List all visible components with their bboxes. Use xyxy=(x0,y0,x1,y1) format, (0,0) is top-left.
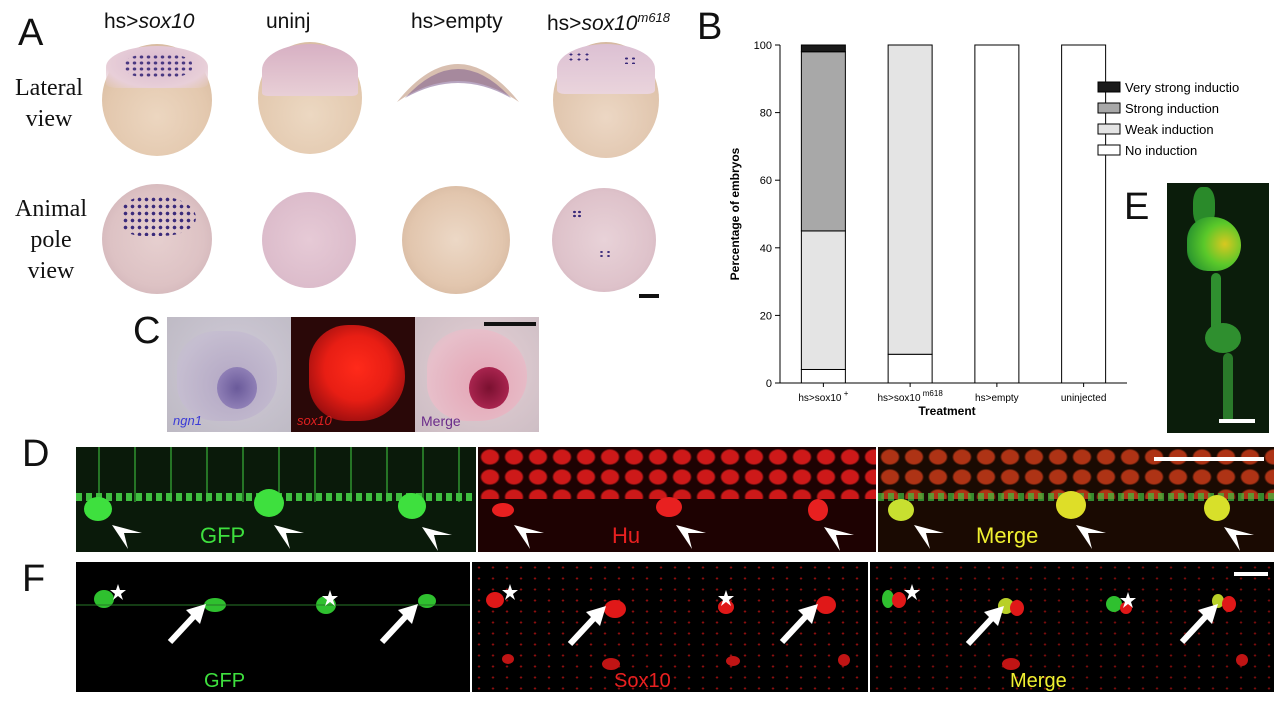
y-tick-label: 100 xyxy=(754,40,772,52)
y-axis-label: Percentage of embryos xyxy=(728,147,742,280)
panel-a-col-title-2: uninj xyxy=(266,10,311,33)
panel-d-hu-label: Hu xyxy=(612,523,641,548)
panel-f-sox10-asterisk-1 xyxy=(502,584,518,600)
panel-d-gfp-arrowhead-3 xyxy=(422,527,452,551)
panel-c-merge-image: Merge xyxy=(415,317,539,432)
panel-a-col-title-1: hs>sox10 xyxy=(104,10,195,33)
x-axis-label: Treatment xyxy=(918,404,975,418)
panel-f-sox10-image: Sox10 xyxy=(472,562,868,692)
y-tick-label: 0 xyxy=(766,378,772,390)
legend-label-strong-induction: Strong induction xyxy=(1125,101,1219,116)
x-tick-label: hs>empty xyxy=(975,393,1019,404)
legend-swatch-weak-induction xyxy=(1097,123,1121,135)
panel-a-col-title-3: hs>empty xyxy=(411,10,503,33)
legend-label-very-strong-induction: Very strong induction xyxy=(1125,80,1240,95)
panel-d-merge-image: Merge xyxy=(878,447,1274,552)
x-tick-label: hs>sox10 + xyxy=(798,389,848,404)
x-tick-label: uninjected xyxy=(1061,393,1107,404)
panel-a-row-label-lateral: Lateral view xyxy=(15,75,83,132)
panel-d-hu-image: Hu xyxy=(478,447,876,552)
embryo-lateral-sox10-m618 xyxy=(553,42,659,158)
panel-d-merge-label: Merge xyxy=(976,523,1039,548)
bar-segment-2-weak-induction xyxy=(887,44,933,355)
panel-f-merge-arrow-2 xyxy=(1179,604,1218,645)
x-tick-label: hs>sox10 m618 xyxy=(877,389,943,404)
bar-segment-3-no-induction xyxy=(974,44,1020,384)
panel-f-merge-label: Merge xyxy=(1010,670,1067,692)
panel-f-gfp-arrow-2 xyxy=(379,604,418,645)
bar-segment-1-weak-induction xyxy=(800,230,846,370)
panel-d-gfp-image: GFP xyxy=(76,447,476,552)
panel-f-merge-image: Merge xyxy=(870,562,1274,692)
panel-f-label: F xyxy=(22,558,46,600)
panel-d-gfp-label: GFP xyxy=(200,523,246,548)
legend-swatch-strong-induction xyxy=(1097,102,1121,114)
panel-f-gfp-asterisk-2 xyxy=(322,590,338,606)
panel-b-label: B xyxy=(697,6,723,48)
bar-segment-1-strong-induction xyxy=(800,51,846,232)
panel-f-gfp-image: GFP xyxy=(76,562,470,692)
y-tick-label: 60 xyxy=(760,175,772,187)
embryo-animal-uninj xyxy=(262,192,356,288)
embryo-animal-sox10-m618 xyxy=(552,188,656,292)
panel-d-gfp-arrowhead-2 xyxy=(274,525,304,549)
panel-e-image xyxy=(1167,183,1269,433)
legend-label-weak-induction: Weak induction xyxy=(1125,122,1214,137)
panel-d-merge-arrowhead-2 xyxy=(1076,525,1106,549)
panel-f-gfp-label: GFP xyxy=(204,670,246,692)
panel-f-sox10-arrow-2 xyxy=(779,604,818,645)
panel-f-sox10-label: Sox10 xyxy=(614,670,671,692)
embryo-lateral-sox10 xyxy=(102,44,212,156)
embryo-lateral-uninj xyxy=(258,42,362,154)
panel-d-gfp-arrowhead-1 xyxy=(112,525,142,549)
panel-a-row-label-animal: Animal pole view xyxy=(15,196,87,284)
panel-d-merge-arrowhead-3 xyxy=(1224,527,1254,551)
panel-c-label: C xyxy=(133,310,161,352)
panel-f-sox10-asterisk-2 xyxy=(718,590,734,606)
panel-d-hu-arrowhead-1 xyxy=(514,525,544,549)
panel-f-merge-asterisk-1 xyxy=(904,584,920,600)
panel-d-hu-arrowhead-2 xyxy=(676,525,706,549)
panel-a-scale-bar xyxy=(639,294,659,298)
panel-c-scale-bar xyxy=(484,322,536,326)
panel-f-gfp-asterisk-1 xyxy=(110,584,126,600)
panel-c-ngn1-label: ngn1 xyxy=(173,413,202,428)
y-tick-label: 20 xyxy=(760,310,772,322)
bar-segment-4-no-induction xyxy=(1061,44,1107,384)
panel-f-scale-bar xyxy=(1234,572,1268,576)
panel-c-sox10-image: sox10 xyxy=(291,317,415,432)
bar-segment-2-no-induction xyxy=(887,353,933,384)
panel-c-ngn1-image: ngn1 xyxy=(167,317,291,432)
panel-a-label: A xyxy=(18,12,44,54)
panel-a-col-title-4: hs>sox10m618 xyxy=(547,10,671,35)
embryo-animal-sox10 xyxy=(102,184,212,294)
y-tick-label: 40 xyxy=(760,243,772,255)
panel-f-merge-arrow-1 xyxy=(965,606,1004,647)
panel-f-merge-asterisk-2 xyxy=(1120,592,1136,608)
legend-swatch-very-strong-induction xyxy=(1097,81,1121,93)
panel-d-merge-arrowhead-1 xyxy=(914,525,944,549)
legend-label-no-induction: No induction xyxy=(1125,143,1197,158)
legend-swatch-no-induction xyxy=(1097,144,1121,156)
panel-e-label: E xyxy=(1124,186,1150,228)
panel-d-label: D xyxy=(22,433,50,475)
panel-c-merge-label: Merge xyxy=(421,413,461,429)
panel-e-scale-bar xyxy=(1219,419,1255,423)
y-tick-label: 80 xyxy=(760,108,772,120)
bar-segment-1-very-strong-induction xyxy=(800,44,846,53)
panel-f-gfp-arrow-1 xyxy=(167,604,206,645)
embryo-animal-empty xyxy=(402,186,510,294)
panel-d-scale-bar xyxy=(1154,457,1264,461)
stacked-bar-chart: 0 20 40 60 80 100 hs>sox10 + hs>sox10 m618 hs>e… xyxy=(728,40,1240,418)
bar-segment-1-no-induction xyxy=(800,368,846,384)
panel-c-sox10-label: sox10 xyxy=(297,413,332,428)
panel-d-hu-arrowhead-3 xyxy=(824,527,854,551)
embryo-lateral-empty xyxy=(393,46,523,110)
panel-f-sox10-arrow-1 xyxy=(567,606,606,647)
